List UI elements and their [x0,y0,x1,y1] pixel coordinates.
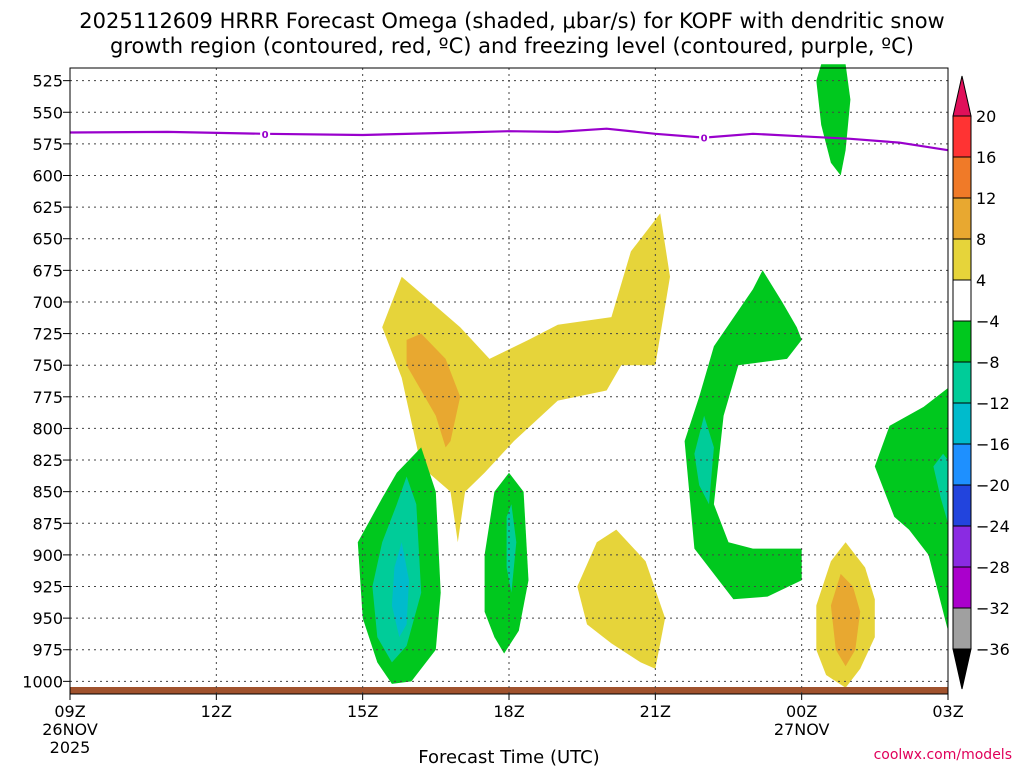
colorbar-label: 20 [976,107,996,126]
colorbar-swatch [952,197,972,240]
ground-bar [70,687,948,694]
colorbar-label: −20 [976,476,1010,495]
y-tick-label: 575 [32,135,63,154]
omega-region [816,64,851,176]
freezing-level-label: 0 [701,134,708,145]
x-tick-label: 15Z [347,702,378,721]
omega-shaded-regions [357,64,948,688]
colorbar-top-arrow [952,75,972,117]
colorbar-swatch [952,156,972,199]
y-tick-label: 600 [32,166,63,185]
y-tick-label: 725 [32,325,63,344]
y-tick-label: 850 [32,483,63,502]
y-tick-label: 525 [32,72,63,91]
y-tick-label: 1000 [22,672,63,691]
y-tick-label: 775 [32,388,63,407]
colorbar-swatch [952,607,972,650]
colorbar-swatch [952,525,972,568]
y-tick-label: 975 [32,641,63,660]
colorbar-swatch [952,566,972,609]
y-tick-label: 550 [32,103,63,122]
y-tick-label: 625 [32,198,63,217]
y-tick-label: 675 [32,261,63,280]
y-tick-label: 925 [32,578,63,597]
omega-region [830,573,861,667]
colorbar-label: 16 [976,148,996,167]
x-tick-sublabel: 27NOV [774,720,830,739]
grid-lines [70,68,948,694]
colorbar-swatch [952,402,972,445]
freezing-level-label: 0 [262,130,269,141]
x-tick-label: 00Z [786,702,817,721]
colorbar-swatch [952,320,972,363]
colorbar-label: 12 [976,189,996,208]
y-tick-label: 900 [32,546,63,565]
colorbar-swatch [952,238,972,281]
colorbar-label: 4 [976,271,986,290]
colorbar-bottom-arrow [952,648,972,690]
x-tick-label: 18Z [493,702,524,721]
y-tick-label: 800 [32,419,63,438]
omega-region [933,453,948,524]
y-tick-label: 825 [32,451,63,470]
colorbar-label: −4 [976,312,1000,331]
colorbar-swatch [952,484,972,527]
omega-region [684,270,802,600]
colorbar-swatch [952,443,972,486]
omega-region [874,388,948,631]
omega-region [484,472,529,654]
y-tick-label: 950 [32,609,63,628]
x-tick-sublabel: 26NOV [42,720,98,739]
x-axis-title: Forecast Time (UTC) [418,747,599,768]
colorbar-label: −12 [976,394,1010,413]
freezing-level-label-bg [260,125,271,142]
y-axis-ticks: 525 550 575 600 625 650 675 700 725 750 775 800 825 8… [22,72,70,691]
colorbar-label: −32 [976,599,1010,618]
colorbar: 20 16 12 8 4 −4 −8 −12 −16 −20 −24 −28 −32 −36 [952,75,1010,690]
y-tick-label: 875 [32,514,63,533]
x-tick-label: 09Z [54,702,85,721]
colorbar-label: −24 [976,517,1010,536]
colorbar-label: −28 [976,558,1010,577]
x-tick-label: 12Z [201,702,232,721]
colorbar-label: −8 [976,353,1000,372]
y-tick-label: 700 [32,293,63,312]
colorbar-label: 8 [976,230,986,249]
chart-title-line-2: growth region (contoured, red, ºC) and f… [110,34,914,58]
omega-region [506,504,517,593]
colorbar-swatch [952,115,972,158]
y-tick-label: 650 [32,230,63,249]
colorbar-swatch [952,279,972,322]
x-tick-sublabel: 2025 [50,738,91,757]
omega-region [577,529,666,669]
omega-region [694,415,714,505]
omega-region [406,333,461,448]
source-credit: coolwx.com/models [874,747,1012,763]
colorbar-swatch [952,361,972,404]
chart-title-line-1: 2025112609 HRRR Forecast Omega (shaded, … [79,9,944,33]
freezing-level-line [69,127,949,152]
omega-region [391,542,409,638]
x-tick-label: 03Z [932,702,963,721]
freezing-level-label-bg [699,129,710,146]
colorbar-label: −36 [976,640,1010,659]
colorbar-label: −16 [976,435,1010,454]
y-tick-label: 750 [32,356,63,375]
x-tick-label: 21Z [640,702,671,721]
